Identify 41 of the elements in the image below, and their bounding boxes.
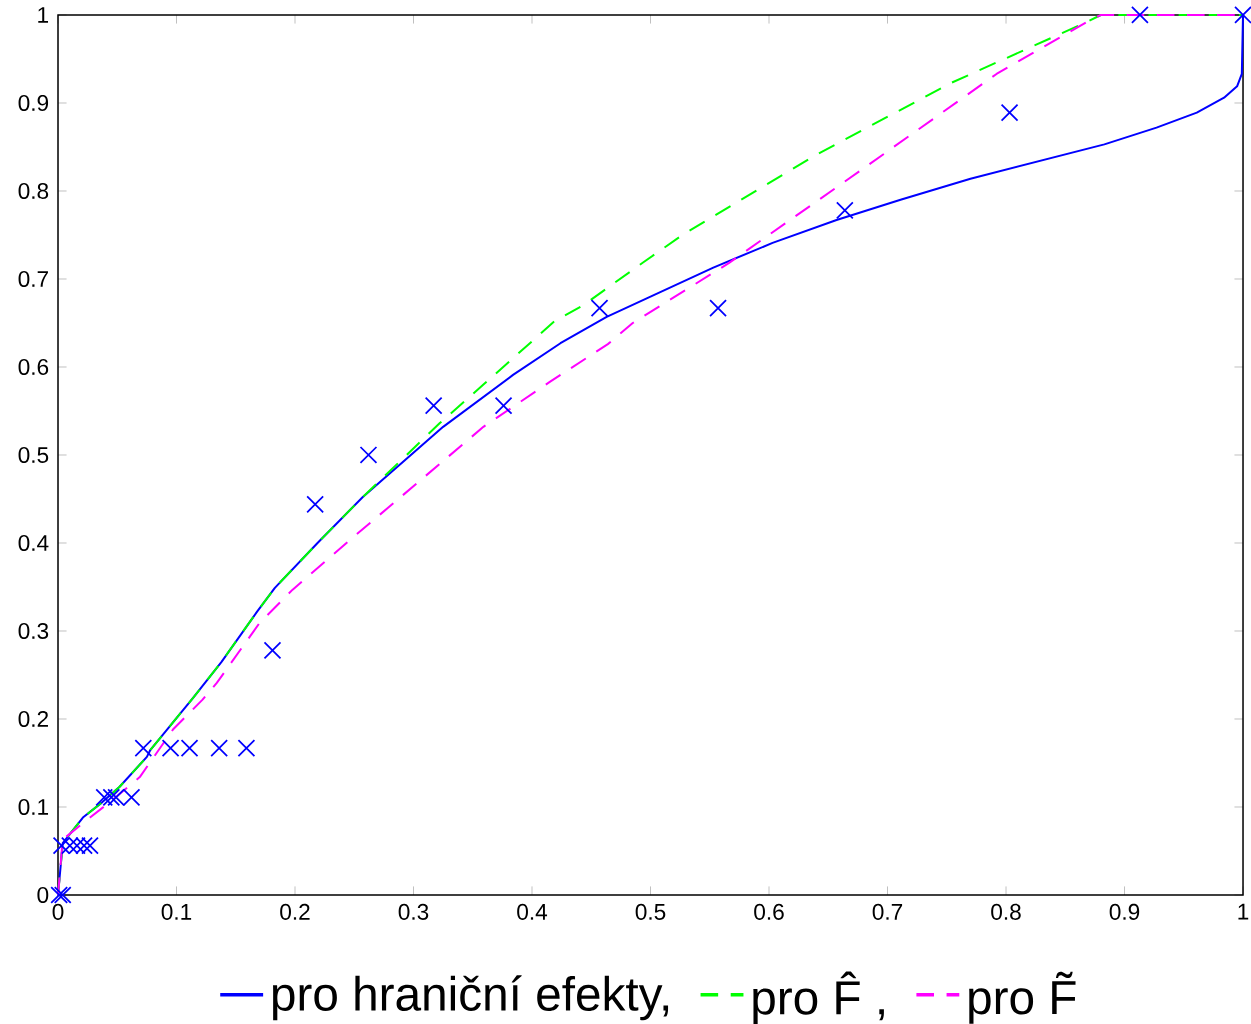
- y-tick-label: 0.5: [18, 446, 49, 464]
- y-tick-label: 0.4: [18, 534, 49, 552]
- x-tick-label: 0.3: [398, 903, 429, 920]
- point: [590, 299, 609, 317]
- y-tick-label: 0: [37, 886, 49, 904]
- point: [306, 495, 325, 514]
- point: [263, 641, 282, 660]
- legend-label: pro hraniční efekty,: [272, 975, 669, 1021]
- y-tick-label: 1: [38, 7, 49, 23]
- x-tick-label: 1: [1238, 903, 1249, 920]
- point: [102, 788, 121, 807]
- legend-label: pro F̂ ,: [753, 971, 884, 1024]
- y-tick-label: 0.1: [18, 798, 49, 816]
- point: [95, 788, 114, 807]
- y-tick-label: 0.9: [18, 94, 49, 112]
- point: [494, 396, 513, 415]
- y-tick-label: 0.6: [18, 358, 49, 376]
- y-tick-label: 0.7: [18, 270, 48, 288]
- x-tick-label: 0.7: [872, 903, 903, 920]
- y-tick-label: 0.2: [18, 710, 48, 728]
- point: [424, 396, 443, 415]
- x-tick-label: 0.8: [991, 903, 1021, 920]
- point: [835, 201, 854, 220]
- y-tick-label: 0.8: [18, 182, 49, 200]
- point: [134, 739, 153, 757]
- legend-label: pro F̃: [969, 971, 1076, 1024]
- point: [1131, 6, 1149, 24]
- x-tick-label: 0.5: [635, 903, 666, 920]
- y-tick-label: 0.3: [18, 622, 49, 640]
- point: [709, 299, 727, 317]
- point: [237, 739, 256, 757]
- point: [1000, 103, 1019, 122]
- x-tick-label: 0: [52, 903, 64, 920]
- x-tick-label: 0.6: [754, 903, 784, 920]
- point: [359, 446, 378, 464]
- x-tick-label: 0.9: [1109, 903, 1140, 920]
- x-tick-label: 0.2: [280, 903, 310, 920]
- x-tick-label: 0.4: [517, 903, 548, 920]
- point: [1234, 6, 1251, 24]
- point: [210, 739, 229, 757]
- x-tick-label: 0.1: [161, 903, 192, 920]
